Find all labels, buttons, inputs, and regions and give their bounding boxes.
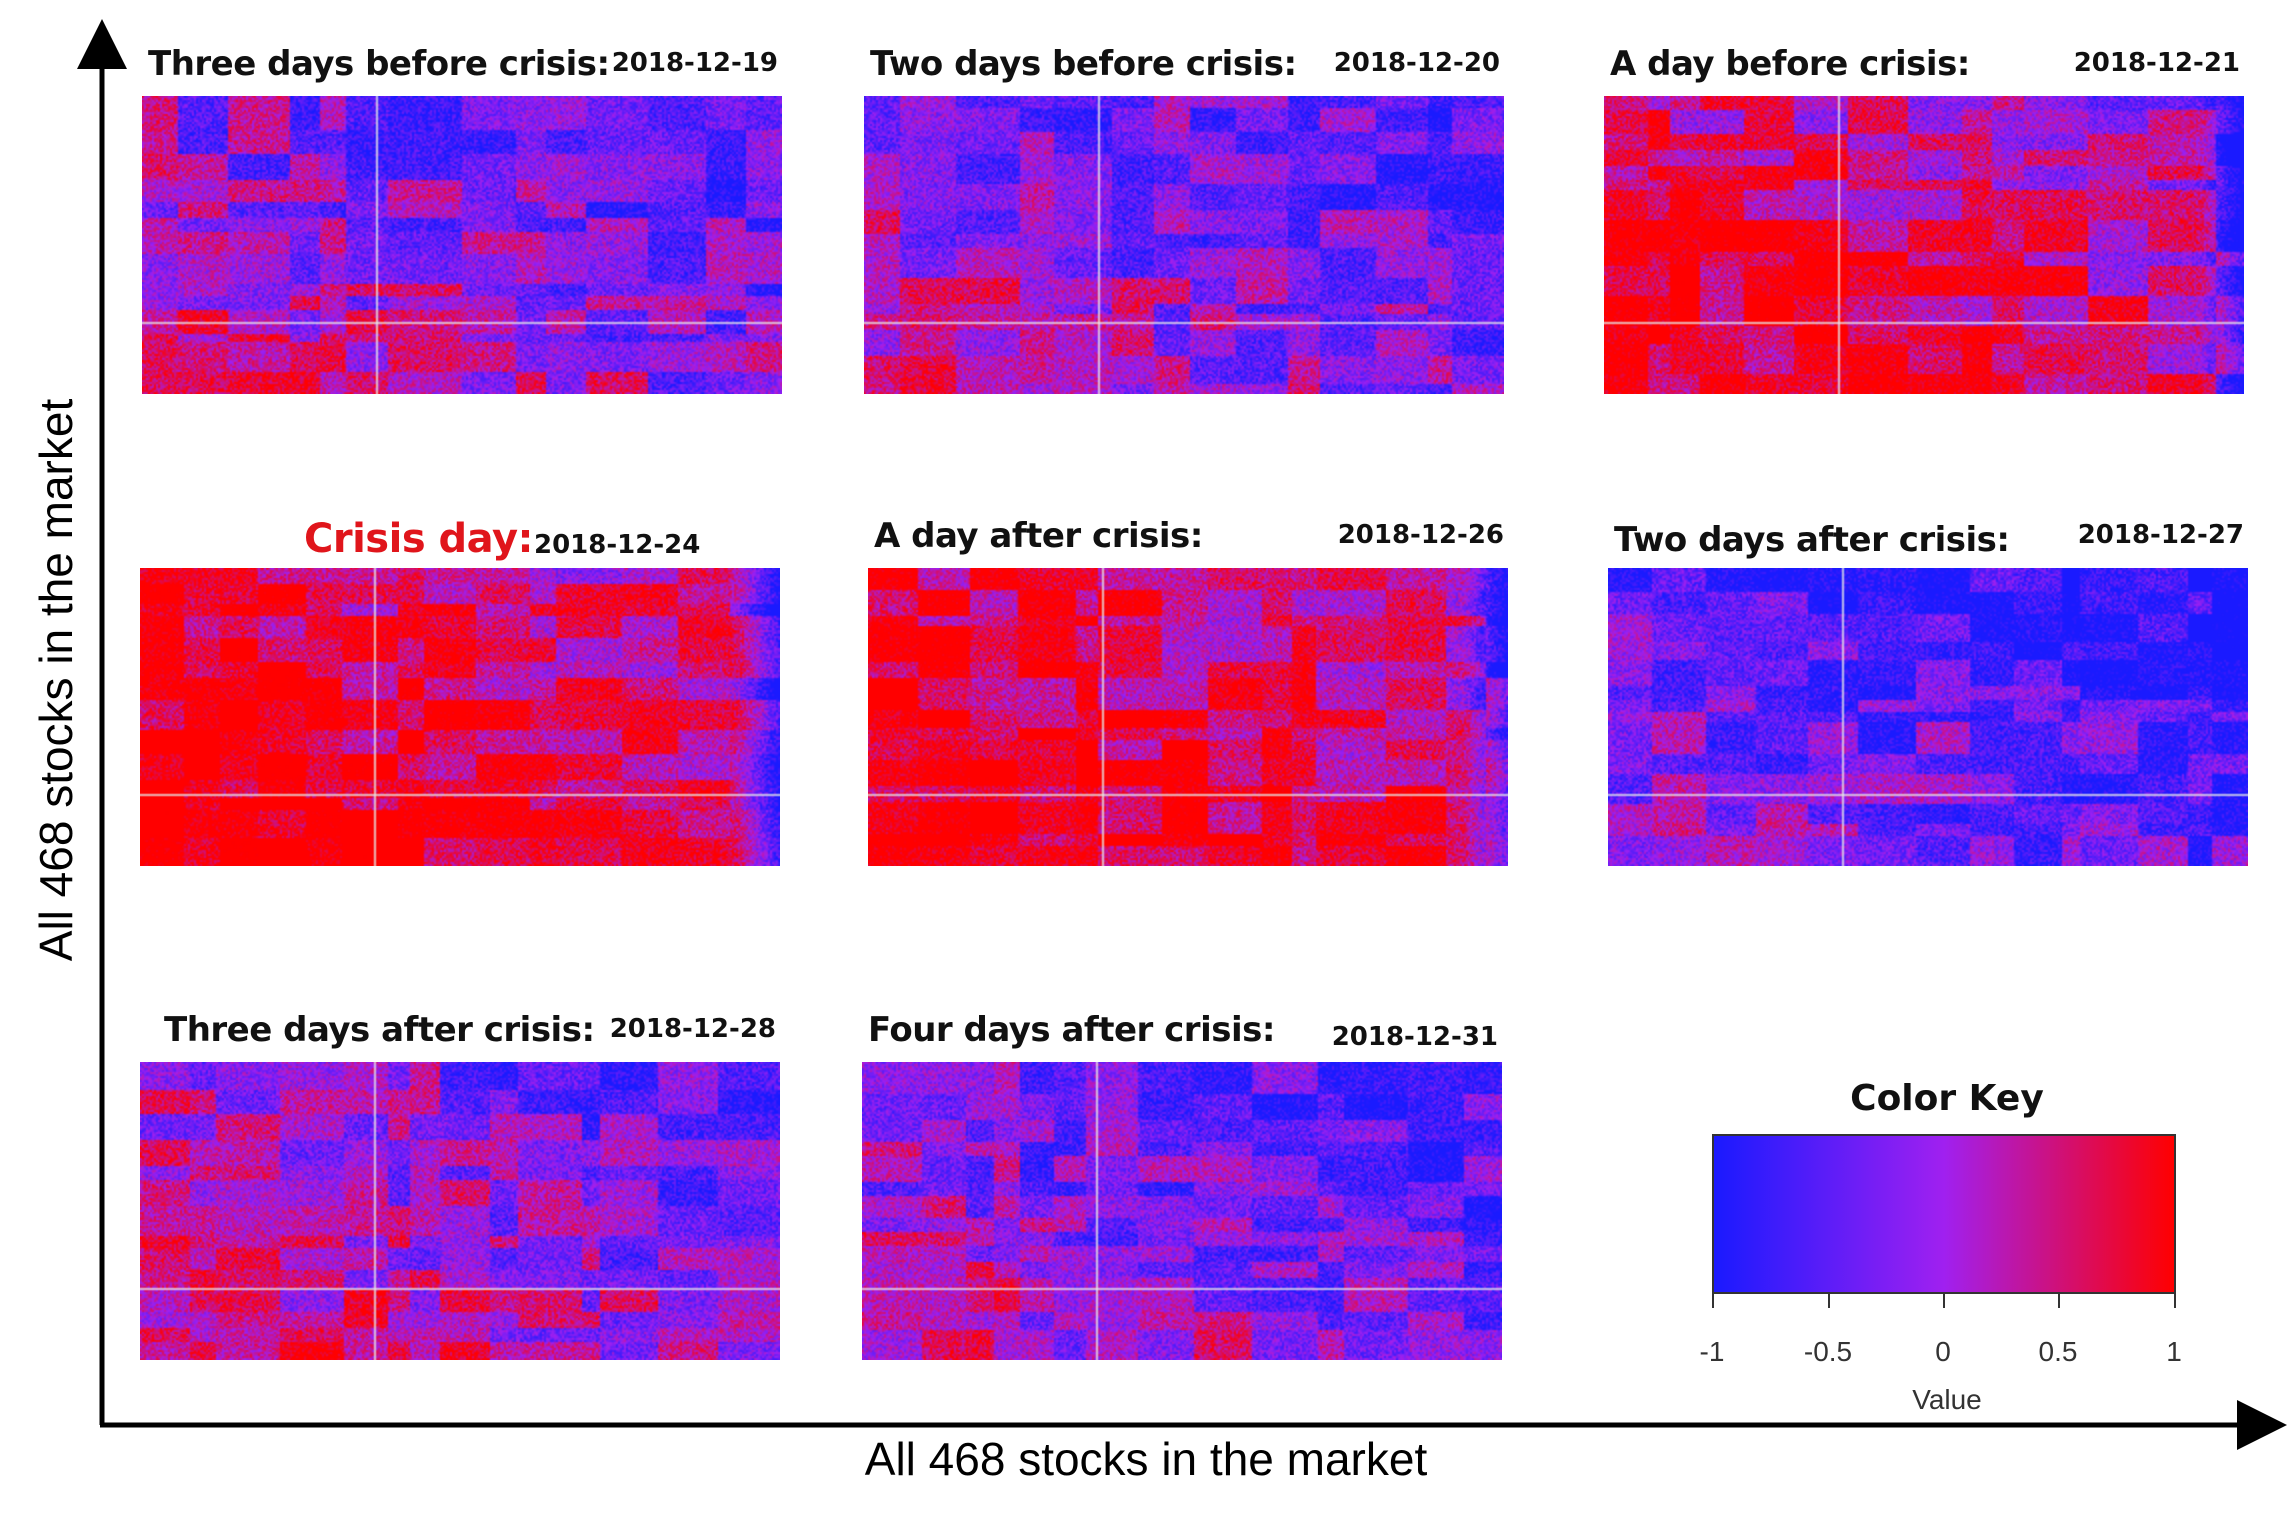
- panel-date: 2018-12-27: [2077, 520, 2244, 550]
- panel-date: 2018-12-24: [534, 530, 701, 560]
- color-key-tick-label: 0.5: [2038, 1336, 2078, 1367]
- panel-title: A day before crisis:: [1610, 44, 1970, 84]
- panel-date: 2018-12-20: [1333, 48, 1500, 78]
- panel-title: Four days after crisis:: [868, 1010, 1275, 1050]
- heatmap-canvas: [140, 568, 780, 866]
- panel-date: 2018-12-19: [611, 48, 778, 78]
- color-key-legend: Color Key -1 -0.5 0 0.5 1 Value: [1692, 1070, 2192, 1430]
- heatmap-canvas: [868, 568, 1508, 866]
- heatmap-canvas: [140, 1062, 780, 1360]
- panel-title: Three days after crisis:: [164, 1010, 595, 1050]
- heatmap-canvas: [142, 96, 782, 394]
- panel-date: 2018-12-26: [1337, 520, 1504, 550]
- heatmap-canvas: [1608, 568, 2248, 866]
- y-axis-label: All 468 stocks in the market: [30, 398, 82, 962]
- panel-title: Three days before crisis:: [148, 44, 610, 84]
- color-key-tick-label: -1: [1699, 1336, 1725, 1367]
- heatmap-canvas: [864, 96, 1504, 394]
- color-key-tick-label: 1: [2166, 1336, 2182, 1367]
- color-key-value-label: Value: [1912, 1384, 1982, 1415]
- heatmap-canvas: [862, 1062, 1502, 1360]
- heatmap-canvas: [1604, 96, 2244, 394]
- x-axis-label: All 468 stocks in the market: [864, 1433, 1428, 1485]
- panel-title: Two days after crisis:: [1614, 520, 2010, 560]
- color-key-tick: [2058, 1294, 2060, 1308]
- color-key-tick: [2174, 1294, 2176, 1308]
- color-key-title: Color Key: [1850, 1078, 2044, 1119]
- panel-date: 2018-12-31: [1331, 1022, 1498, 1052]
- color-key-tick: [1712, 1294, 1714, 1308]
- color-key-tick: [1828, 1294, 1830, 1308]
- panel-title: A day after crisis:: [874, 516, 1203, 556]
- color-key-tick-label: 0: [1935, 1336, 1951, 1367]
- color-key-tick: [1943, 1294, 1945, 1308]
- panel-title: Crisis day:: [304, 516, 534, 562]
- panel-date: 2018-12-21: [2073, 48, 2240, 78]
- panel-date: 2018-12-28: [609, 1014, 776, 1044]
- panel-title: Two days before crisis:: [870, 44, 1297, 84]
- color-key-tick-label: -0.5: [1803, 1336, 1853, 1367]
- color-key-gradient: [1712, 1134, 2176, 1294]
